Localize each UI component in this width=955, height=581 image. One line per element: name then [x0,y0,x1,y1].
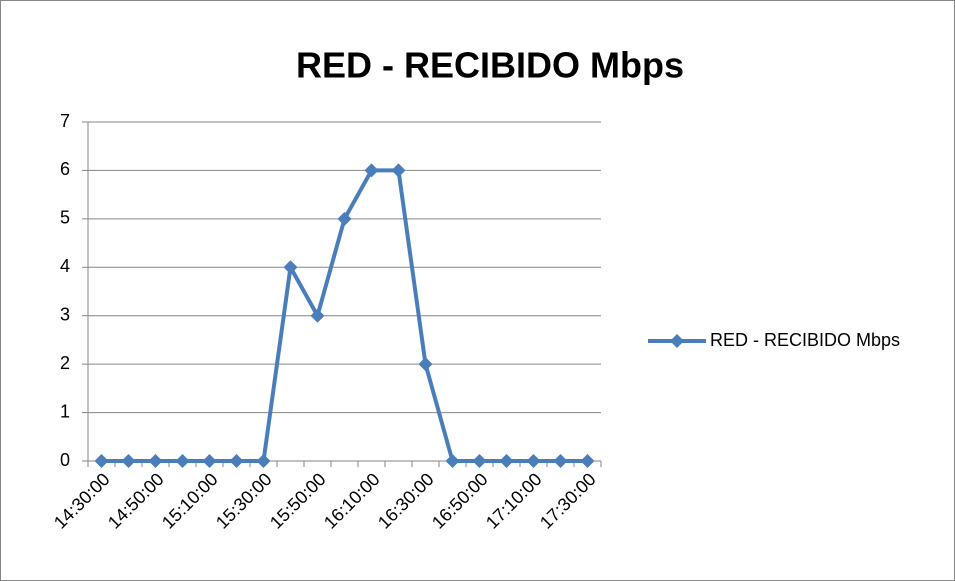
point-marker [121,454,136,468]
point-marker [175,454,190,468]
point-marker [256,454,271,468]
point-marker [391,163,406,178]
point-marker [580,454,595,468]
point-marker [337,211,352,226]
y-tick-label: 1 [60,401,70,421]
y-tick-label: 6 [60,159,70,179]
point-marker [499,454,514,468]
point-marker [202,454,217,468]
point-marker [94,454,109,468]
point-marker [364,163,379,178]
y-tick-label: 3 [60,304,70,324]
point-marker [229,454,244,468]
point-marker [418,357,433,372]
y-tick-label: 2 [60,353,70,373]
y-tick-label: 4 [60,256,70,276]
point-marker [148,454,163,468]
point-marker [310,308,325,323]
point-marker [526,454,541,468]
legend-marker [670,334,684,348]
point-marker [445,454,460,468]
chart-title: RED - RECIBIDO Mbps [296,45,684,86]
y-tick-label: 7 [60,111,70,131]
legend-label: RED - RECIBIDO Mbps [710,330,900,350]
point-marker [283,260,298,275]
y-tick-label: 5 [60,208,70,228]
point-marker [472,454,487,468]
y-tick-label: 0 [60,450,70,470]
point-marker [553,454,568,468]
